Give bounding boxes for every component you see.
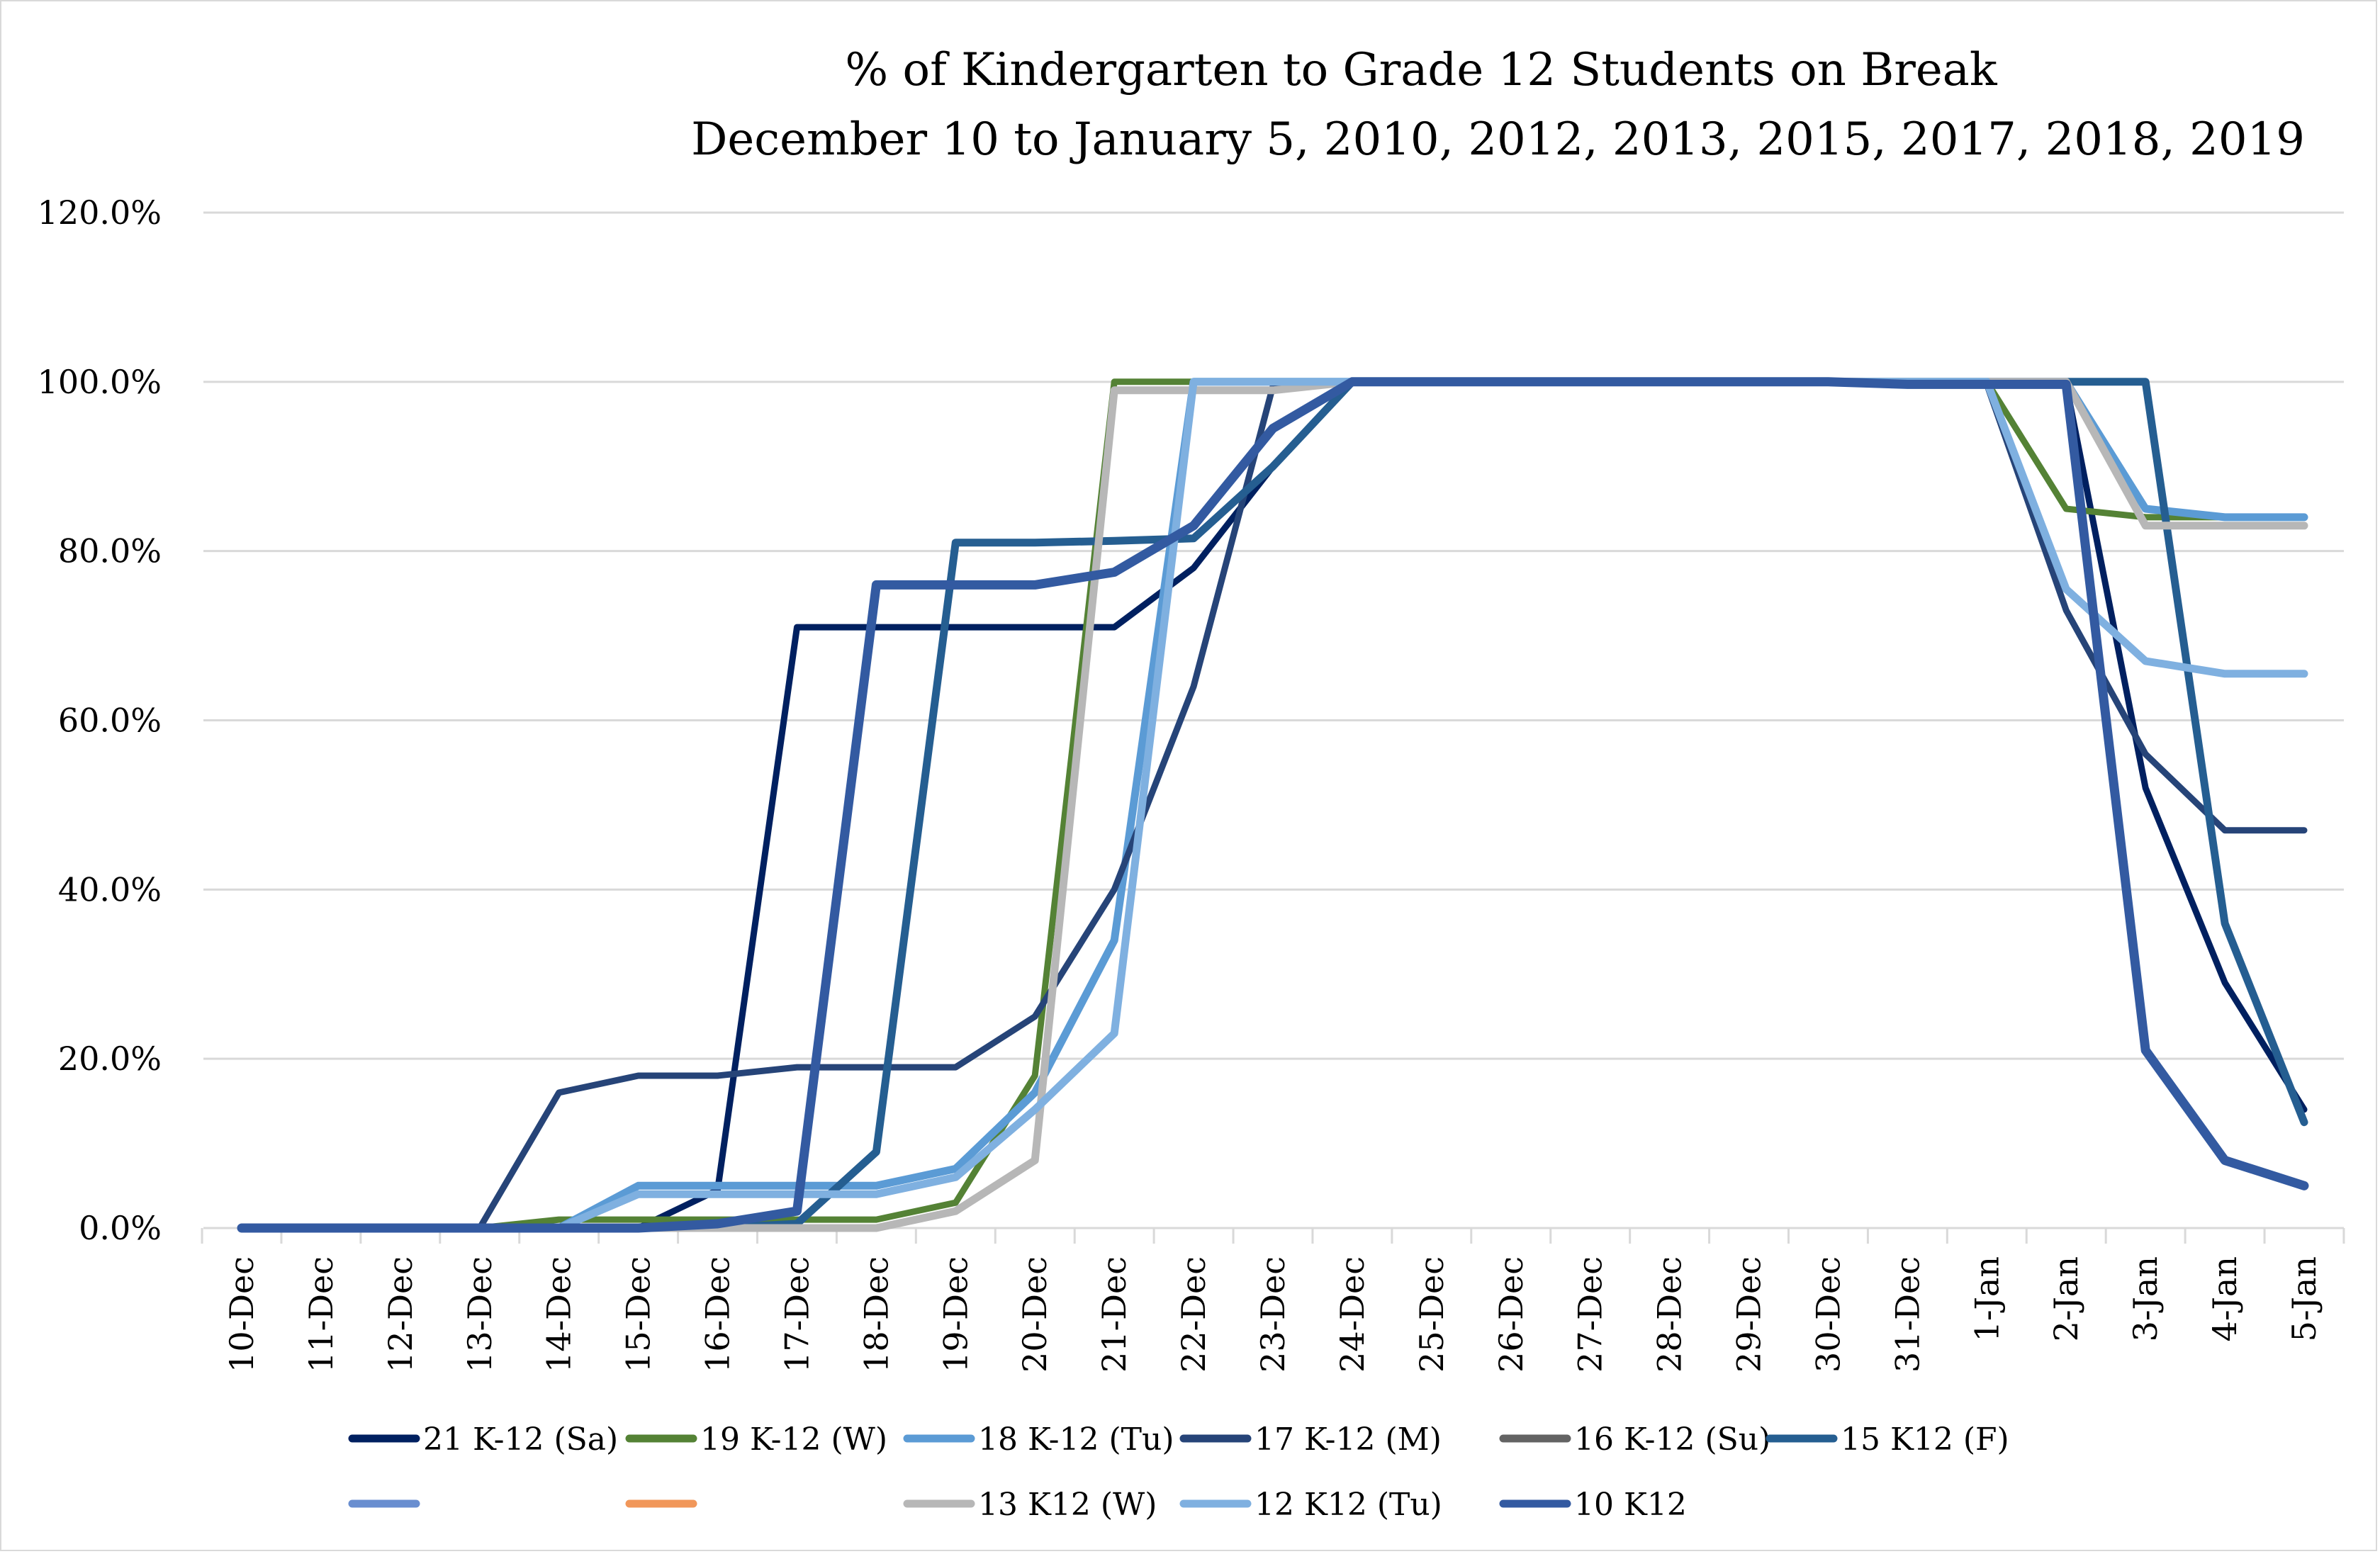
x-tick-label: 21-Dec bbox=[1095, 1256, 1133, 1373]
legend-label: 18 K-12 (Tu) bbox=[978, 1421, 1174, 1458]
y-tick-label: 60.0% bbox=[58, 702, 162, 740]
legend-label: 12 K12 (Tu) bbox=[1254, 1487, 1442, 1523]
x-tick-label: 24-Dec bbox=[1333, 1256, 1371, 1373]
gridlines bbox=[203, 211, 2344, 1229]
legend-item[interactable]: 21 K-12 (Sa) bbox=[348, 1421, 618, 1458]
legend-label: 16 K-12 (Su) bbox=[1574, 1421, 1770, 1458]
legend: 21 K-12 (Sa) 19 K-12 (W) 18 K-12 (Tu) 17 K-… bbox=[348, 1421, 2009, 1523]
x-axis: 10-Dec 11-Dec 12-Dec 13-Dec 14-Dec 15-Dec 16-D… bbox=[201, 1228, 2345, 1373]
y-axis-ticks: 0.0% 20.0% 40.0% 60.0% 80.0% 100.0% 120.0% bbox=[38, 193, 162, 1247]
legend-item[interactable]: 19 K-12 (W) bbox=[625, 1421, 887, 1458]
x-tick-label: 19-Dec bbox=[936, 1256, 975, 1373]
legend-label: 17 K-12 (M) bbox=[1254, 1421, 1442, 1458]
y-tick-label: 80.0% bbox=[58, 532, 162, 570]
legend-label: 13 K12 (W) bbox=[978, 1487, 1157, 1523]
x-tick-label: 28-Dec bbox=[1651, 1256, 1689, 1373]
x-tick-label: 17-Dec bbox=[778, 1256, 816, 1373]
x-tick-label: 11-Dec bbox=[302, 1256, 340, 1373]
series-line-17-k-12-m bbox=[238, 378, 2308, 1232]
x-tick-label: 31-Dec bbox=[1888, 1256, 1926, 1373]
x-tick-label: 20-Dec bbox=[1016, 1256, 1054, 1373]
legend-item[interactable]: 18 K-12 (Tu) bbox=[903, 1421, 1174, 1458]
legend-item[interactable]: 17 K-12 (M) bbox=[1179, 1421, 1442, 1458]
x-tick-label: 13-Dec bbox=[461, 1256, 499, 1373]
legend-item[interactable]: 13 K12 (W) bbox=[903, 1487, 1157, 1523]
legend-item[interactable]: 12 K12 (Tu) bbox=[1179, 1487, 1442, 1523]
x-tick-label: 23-Dec bbox=[1254, 1256, 1292, 1373]
x-tick-label: 14-Dec bbox=[540, 1256, 578, 1373]
x-tick-label: 16-Dec bbox=[699, 1256, 737, 1373]
x-tick-label: 30-Dec bbox=[1809, 1256, 1847, 1373]
x-tick-label: 25-Dec bbox=[1413, 1256, 1451, 1373]
x-tick-label: 3-Jan bbox=[2126, 1256, 2165, 1341]
x-tick-label: 4-Jan bbox=[2206, 1256, 2244, 1341]
series-lines bbox=[237, 377, 2309, 1233]
x-tick-label: 22-Dec bbox=[1174, 1256, 1213, 1373]
x-tick-label: 12-Dec bbox=[381, 1256, 420, 1373]
legend-item[interactable]: 10 K12 bbox=[1499, 1487, 1687, 1523]
x-tick-label: 26-Dec bbox=[1492, 1256, 1530, 1373]
x-tick-label: 29-Dec bbox=[1730, 1256, 1768, 1373]
legend-label: 21 K-12 (Sa) bbox=[423, 1421, 618, 1458]
x-tick-label: 5-Jan bbox=[2285, 1256, 2323, 1341]
y-tick-label: 100.0% bbox=[38, 363, 162, 401]
x-tick-label: 27-Dec bbox=[1571, 1256, 1610, 1373]
x-tick-label: 18-Dec bbox=[857, 1256, 895, 1373]
legend-item[interactable]: 16 K-12 (Su) bbox=[1499, 1421, 1770, 1458]
legend-label: 15 K12 (F) bbox=[1841, 1421, 2009, 1458]
y-tick-label: 40.0% bbox=[58, 870, 162, 908]
y-tick-label: 120.0% bbox=[38, 193, 162, 232]
y-tick-label: 0.0% bbox=[79, 1209, 162, 1247]
legend-label: 10 K12 bbox=[1574, 1487, 1687, 1523]
chart-subtitle: December 10 to January 5, 2010, 2012, 20… bbox=[691, 113, 2305, 166]
x-tick-label: 2-Jan bbox=[2047, 1256, 2085, 1341]
series-line-10-k12 bbox=[237, 377, 2309, 1233]
x-tick-label: 15-Dec bbox=[619, 1256, 658, 1373]
legend-label: 19 K-12 (W) bbox=[700, 1421, 887, 1458]
x-tick-label: 1-Jan bbox=[1968, 1256, 2006, 1341]
x-tick-label: 10-Dec bbox=[223, 1256, 261, 1373]
chart-title: % of Kindergarten to Grade 12 Students o… bbox=[845, 44, 1997, 96]
y-tick-label: 20.0% bbox=[58, 1040, 162, 1078]
legend-item[interactable]: 15 K12 (F) bbox=[1766, 1421, 2009, 1458]
